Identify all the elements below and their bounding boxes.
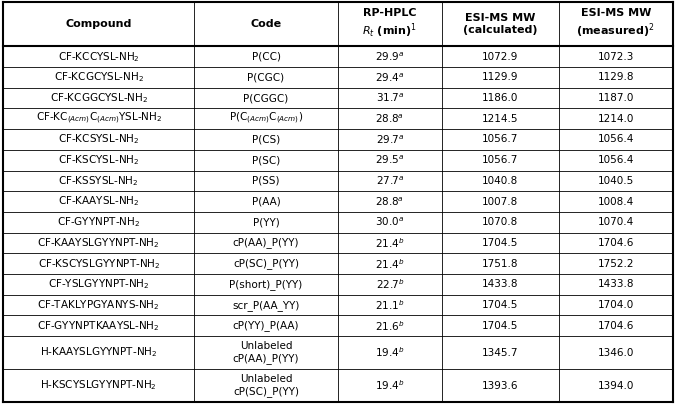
Text: 21.4$^b$: 21.4$^b$ xyxy=(375,257,405,271)
Text: 27.7$^a$: 27.7$^a$ xyxy=(376,175,404,187)
Text: CF-YSLGYYNPT-NH$_2$: CF-YSLGYYNPT-NH$_2$ xyxy=(48,278,149,291)
Text: 1040.8: 1040.8 xyxy=(482,176,518,186)
Text: P(CS): P(CS) xyxy=(252,135,280,145)
Text: 1056.4: 1056.4 xyxy=(598,135,634,145)
Text: 31.7$^a$: 31.7$^a$ xyxy=(376,92,404,104)
Text: 21.4$^b$: 21.4$^b$ xyxy=(375,236,405,250)
Text: CF-TAKLYPGYANYS-NH$_2$: CF-TAKLYPGYANYS-NH$_2$ xyxy=(37,298,160,312)
Text: cP(YY)_P(AA): cP(YY)_P(AA) xyxy=(233,320,299,331)
Text: 1704.0: 1704.0 xyxy=(598,300,634,310)
Text: 1186.0: 1186.0 xyxy=(482,93,518,103)
Text: 1072.9: 1072.9 xyxy=(482,52,518,62)
Text: 28.8$^a$: 28.8$^a$ xyxy=(375,113,404,125)
Text: CF-KCGCYSL-NH$_2$: CF-KCGCYSL-NH$_2$ xyxy=(54,71,144,84)
Text: 29.9$^a$: 29.9$^a$ xyxy=(375,50,404,63)
Text: 1394.0: 1394.0 xyxy=(598,381,634,391)
Text: 1751.8: 1751.8 xyxy=(482,259,518,269)
Text: 29.4$^a$: 29.4$^a$ xyxy=(375,71,404,84)
Text: 1433.8: 1433.8 xyxy=(482,279,518,289)
Text: 1214.5: 1214.5 xyxy=(482,114,518,124)
Text: CF-KCCYSL-NH$_2$: CF-KCCYSL-NH$_2$ xyxy=(58,50,140,63)
Text: ESI-MS MW
(calculated): ESI-MS MW (calculated) xyxy=(463,13,537,36)
Text: Unlabeled
cP(AA)_P(YY): Unlabeled cP(AA)_P(YY) xyxy=(233,341,299,364)
Text: Compound: Compound xyxy=(66,19,132,29)
Text: P(YY): P(YY) xyxy=(253,217,279,227)
Text: P(CGC): P(CGC) xyxy=(247,72,285,82)
Text: 1345.7: 1345.7 xyxy=(482,347,518,358)
Text: 1056.7: 1056.7 xyxy=(482,135,518,145)
Text: 29.5$^a$: 29.5$^a$ xyxy=(375,154,404,166)
Text: 29.7$^a$: 29.7$^a$ xyxy=(376,133,404,146)
Text: P(short)_P(YY): P(short)_P(YY) xyxy=(229,279,303,290)
Text: Unlabeled
cP(SC)_P(YY): Unlabeled cP(SC)_P(YY) xyxy=(233,374,299,397)
Text: P(SC): P(SC) xyxy=(252,155,280,165)
Text: 1056.7: 1056.7 xyxy=(482,155,518,165)
Text: 21.1$^b$: 21.1$^b$ xyxy=(375,298,405,312)
Text: H-KSCYSLGYYNPT-NH$_2$: H-KSCYSLGYYNPT-NH$_2$ xyxy=(41,379,157,392)
Text: P(CC): P(CC) xyxy=(251,52,281,62)
Text: 1070.8: 1070.8 xyxy=(482,217,518,227)
Text: CF-KSCYSLGYYNPT-NH$_2$: CF-KSCYSLGYYNPT-NH$_2$ xyxy=(38,257,160,271)
Text: CF-KAAYSLGYYNPT-NH$_2$: CF-KAAYSLGYYNPT-NH$_2$ xyxy=(37,236,160,250)
Text: scr_P(AA_YY): scr_P(AA_YY) xyxy=(233,300,299,311)
Text: 1704.6: 1704.6 xyxy=(598,321,634,331)
Text: 1704.5: 1704.5 xyxy=(482,300,518,310)
Text: P(AA): P(AA) xyxy=(251,197,281,206)
Text: 22.7$^b$: 22.7$^b$ xyxy=(375,278,404,291)
Text: 28.8$^a$: 28.8$^a$ xyxy=(375,196,404,208)
Text: 1008.4: 1008.4 xyxy=(598,197,634,206)
Text: Code: Code xyxy=(251,19,282,29)
Text: 1752.2: 1752.2 xyxy=(598,259,634,269)
Text: 1214.0: 1214.0 xyxy=(598,114,634,124)
Text: CF-KCSYSL-NH$_2$: CF-KCSYSL-NH$_2$ xyxy=(58,133,139,146)
Text: 21.6$^b$: 21.6$^b$ xyxy=(375,319,405,332)
Text: CF-KC$_{(Acm)}$C$_{(Acm)}$YSL-NH$_2$: CF-KC$_{(Acm)}$C$_{(Acm)}$YSL-NH$_2$ xyxy=(36,111,162,126)
Text: cP(SC)_P(YY): cP(SC)_P(YY) xyxy=(233,258,299,269)
Text: CF-KSCYSL-NH$_2$: CF-KSCYSL-NH$_2$ xyxy=(58,153,139,167)
Text: P(C$_{(Acm)}$C$_{(Acm)}$): P(C$_{(Acm)}$C$_{(Acm)}$) xyxy=(229,111,303,126)
Text: CF-KSSYSL-NH$_2$: CF-KSSYSL-NH$_2$ xyxy=(59,174,139,188)
Text: 19.4$^b$: 19.4$^b$ xyxy=(375,346,405,360)
Text: ESI-MS MW
(measured)$^2$: ESI-MS MW (measured)$^2$ xyxy=(577,8,655,40)
Text: H-KAAYSLGYYNPT-NH$_2$: H-KAAYSLGYYNPT-NH$_2$ xyxy=(40,346,158,360)
Text: cP(AA)_P(YY): cP(AA)_P(YY) xyxy=(233,238,299,248)
Text: 1070.4: 1070.4 xyxy=(598,217,634,227)
Text: CF-KAAYSL-NH$_2$: CF-KAAYSL-NH$_2$ xyxy=(58,195,139,208)
Text: 1129.8: 1129.8 xyxy=(598,72,634,82)
Text: CF-GYYNPT-NH$_2$: CF-GYYNPT-NH$_2$ xyxy=(57,215,140,229)
Text: 1040.5: 1040.5 xyxy=(598,176,634,186)
Text: 1129.9: 1129.9 xyxy=(482,72,518,82)
Text: P(CGGC): P(CGGC) xyxy=(243,93,289,103)
Text: 1007.8: 1007.8 xyxy=(482,197,518,206)
Text: P(SS): P(SS) xyxy=(252,176,280,186)
Text: 1187.0: 1187.0 xyxy=(598,93,634,103)
Text: 1433.8: 1433.8 xyxy=(598,279,634,289)
Text: 1056.4: 1056.4 xyxy=(598,155,634,165)
Text: 1704.5: 1704.5 xyxy=(482,321,518,331)
Text: 19.4$^b$: 19.4$^b$ xyxy=(375,379,405,392)
Text: 30.0$^a$: 30.0$^a$ xyxy=(375,216,404,229)
Text: 1704.6: 1704.6 xyxy=(598,238,634,248)
Text: CF-KCGGCYSL-NH$_2$: CF-KCGGCYSL-NH$_2$ xyxy=(50,91,147,105)
Text: 1346.0: 1346.0 xyxy=(598,347,634,358)
Text: 1393.6: 1393.6 xyxy=(482,381,518,391)
Text: RP-HPLC
$R_t$ (min)$^1$: RP-HPLC $R_t$ (min)$^1$ xyxy=(362,8,417,40)
Text: 1072.3: 1072.3 xyxy=(598,52,634,62)
Text: CF-GYYNPTKAAYSL-NH$_2$: CF-GYYNPTKAAYSL-NH$_2$ xyxy=(37,319,160,332)
Text: 1704.5: 1704.5 xyxy=(482,238,518,248)
